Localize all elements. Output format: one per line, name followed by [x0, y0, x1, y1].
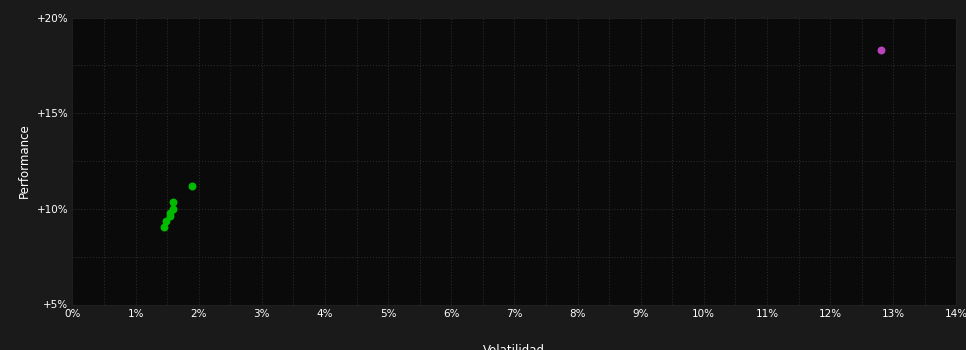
Point: [166, 206, 182, 212]
Point: [162, 210, 178, 216]
Point: [166, 199, 182, 205]
Point: [162, 213, 178, 219]
Point: [873, 47, 889, 53]
Y-axis label: Performance: Performance: [18, 124, 31, 198]
Point: [158, 218, 174, 224]
Point: [185, 183, 200, 189]
X-axis label: Volatilidad: Volatilidad: [483, 344, 546, 350]
Point: [156, 224, 172, 230]
